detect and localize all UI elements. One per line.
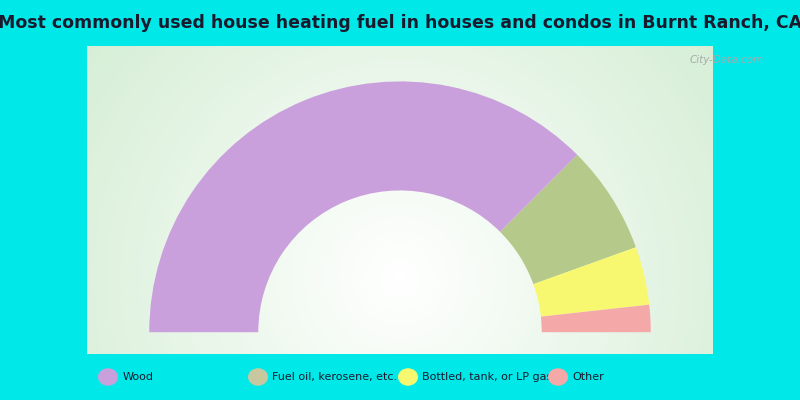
Circle shape <box>175 53 625 400</box>
Circle shape <box>5 0 795 400</box>
Circle shape <box>230 107 570 400</box>
Circle shape <box>18 0 782 400</box>
Circle shape <box>59 0 741 400</box>
Circle shape <box>107 0 693 400</box>
Circle shape <box>216 94 584 400</box>
Circle shape <box>66 0 734 400</box>
Wedge shape <box>534 247 650 317</box>
Text: Wood: Wood <box>122 372 154 382</box>
Circle shape <box>86 0 714 400</box>
Circle shape <box>379 257 421 298</box>
Ellipse shape <box>248 368 268 386</box>
Circle shape <box>26 0 774 400</box>
Wedge shape <box>500 155 636 284</box>
Circle shape <box>223 100 577 400</box>
Circle shape <box>291 169 509 387</box>
Circle shape <box>114 0 686 400</box>
Circle shape <box>141 19 659 400</box>
Circle shape <box>94 0 706 400</box>
Circle shape <box>100 0 700 400</box>
Circle shape <box>195 73 605 400</box>
Circle shape <box>305 182 495 373</box>
Circle shape <box>121 0 679 400</box>
Circle shape <box>134 12 666 400</box>
Text: Bottled, tank, or LP gas: Bottled, tank, or LP gas <box>422 372 553 382</box>
Circle shape <box>127 5 673 400</box>
Circle shape <box>162 39 638 400</box>
Text: Most commonly used house heating fuel in houses and condos in Burnt Ranch, CA: Most commonly used house heating fuel in… <box>0 14 800 32</box>
Circle shape <box>264 141 536 400</box>
Circle shape <box>154 32 646 400</box>
Ellipse shape <box>98 368 118 386</box>
Circle shape <box>53 0 747 400</box>
Circle shape <box>11 0 789 400</box>
Circle shape <box>298 176 502 380</box>
Wedge shape <box>541 305 650 332</box>
Text: Fuel oil, kerosene, etc.: Fuel oil, kerosene, etc. <box>272 372 398 382</box>
Circle shape <box>338 216 462 339</box>
Circle shape <box>318 196 482 360</box>
Circle shape <box>359 237 441 318</box>
Circle shape <box>393 271 407 284</box>
Ellipse shape <box>548 368 568 386</box>
Circle shape <box>386 264 414 291</box>
Circle shape <box>311 189 489 366</box>
Circle shape <box>189 66 611 400</box>
Circle shape <box>237 114 563 400</box>
Circle shape <box>270 148 530 400</box>
Circle shape <box>32 0 768 400</box>
Ellipse shape <box>398 368 418 386</box>
Circle shape <box>80 0 720 400</box>
Circle shape <box>325 203 475 353</box>
Circle shape <box>284 162 516 394</box>
Circle shape <box>168 46 632 400</box>
Circle shape <box>352 230 448 325</box>
Circle shape <box>73 0 727 400</box>
Circle shape <box>332 210 468 346</box>
Text: City-Data.com: City-Data.com <box>690 55 764 65</box>
Circle shape <box>148 26 652 400</box>
Text: Other: Other <box>573 372 604 382</box>
Wedge shape <box>150 82 578 332</box>
Circle shape <box>257 134 543 400</box>
Circle shape <box>243 121 557 400</box>
Circle shape <box>278 155 522 400</box>
Circle shape <box>366 244 434 312</box>
Circle shape <box>182 60 618 400</box>
Circle shape <box>346 223 454 332</box>
Circle shape <box>39 0 761 400</box>
Circle shape <box>373 250 427 305</box>
Circle shape <box>210 87 590 400</box>
Circle shape <box>202 80 598 400</box>
Circle shape <box>46 0 754 400</box>
Circle shape <box>250 128 550 400</box>
